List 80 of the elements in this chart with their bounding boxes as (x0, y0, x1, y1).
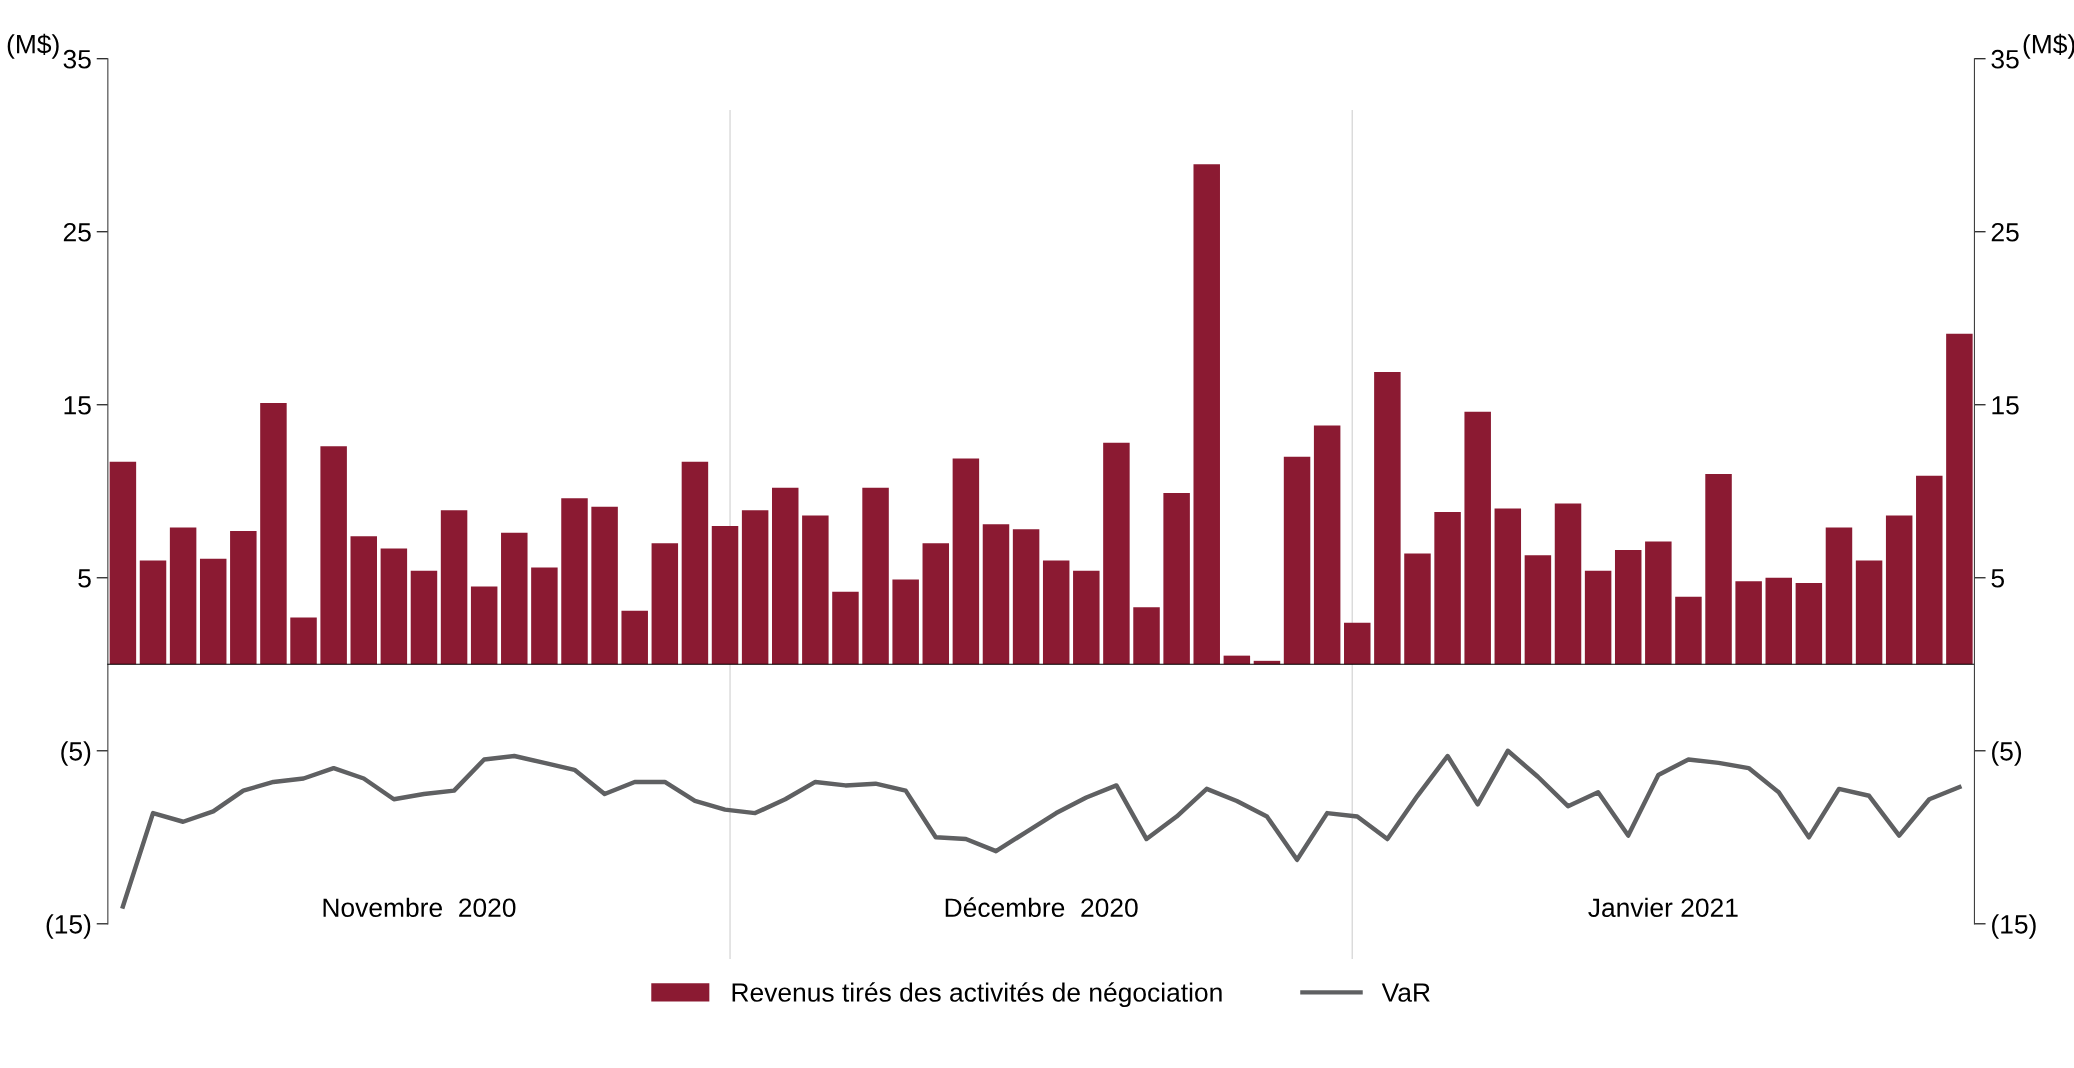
y2-tick-label: 25 (1991, 222, 2019, 242)
bar (651, 543, 679, 665)
bar (1404, 553, 1431, 665)
bar (561, 498, 588, 665)
bar (1795, 582, 1823, 665)
bar (1645, 541, 1672, 665)
bar (1193, 164, 1220, 665)
y-tick-label: 35 (63, 49, 91, 69)
y2-tick-label: 5 (1991, 569, 2004, 588)
bar (982, 524, 1010, 665)
bar (1825, 527, 1853, 665)
bar (621, 610, 648, 665)
bar (1464, 411, 1491, 665)
bar (1885, 515, 1913, 665)
bar (1283, 456, 1311, 665)
bar (1705, 473, 1732, 665)
y-axis-title: (M$) (7, 33, 59, 59)
bar (290, 617, 317, 665)
bar (1434, 512, 1461, 665)
bar (952, 458, 980, 665)
y2-tick-label: (5) (1992, 741, 2022, 766)
bar (711, 525, 739, 665)
bar (320, 446, 347, 665)
bar (169, 527, 197, 665)
bar (1133, 607, 1160, 665)
bar (862, 487, 889, 665)
bar (1554, 503, 1582, 665)
bar (892, 579, 919, 665)
bar (1946, 333, 1973, 665)
bar (1374, 371, 1401, 665)
y2-tick-label: 15 (1992, 396, 2019, 415)
y2-tick-label: 35 (1991, 49, 2019, 69)
bar (1042, 560, 1070, 665)
bar (1103, 442, 1130, 665)
bar (199, 558, 227, 665)
bar (440, 510, 468, 665)
bar (1584, 570, 1612, 665)
bar (410, 570, 438, 665)
bar (1073, 570, 1100, 665)
bar (1223, 655, 1251, 665)
y-tick-label: 5 (78, 569, 91, 588)
bar (1494, 508, 1522, 665)
bar (1855, 560, 1883, 665)
bar (501, 532, 528, 665)
bar (380, 548, 408, 665)
legend-label: Revenus tirés des activités de négociation (732, 982, 1222, 1008)
bar (139, 560, 167, 665)
bar (1916, 475, 1943, 665)
y-tick-label: 25 (63, 222, 91, 242)
bar (1765, 577, 1792, 665)
y-tick-label: (15) (46, 914, 91, 939)
y-tick-label: (5) (61, 741, 91, 766)
bar (109, 461, 137, 665)
bar (1735, 581, 1762, 665)
bar (922, 543, 950, 665)
y-tick-label: 15 (64, 396, 91, 415)
bar (1163, 493, 1190, 665)
bar (1344, 622, 1371, 665)
bar (260, 403, 287, 665)
bar (1524, 555, 1552, 665)
annotation: Janvier 2021 (1588, 897, 1738, 918)
bar (591, 506, 618, 665)
bar (531, 567, 558, 665)
bar (1614, 550, 1642, 665)
bar (350, 536, 377, 665)
bar (1012, 529, 1040, 665)
annotation: Décembre 2020 (945, 897, 1138, 918)
y2-tick-label: (15) (1992, 914, 2036, 939)
y2-axis-title: (M$) (2023, 33, 2074, 59)
bar (1675, 596, 1702, 665)
bar (681, 461, 709, 665)
bar (1313, 425, 1341, 665)
bar (741, 510, 769, 665)
bar (470, 586, 498, 665)
bar (802, 515, 829, 665)
bar (230, 531, 257, 665)
annotation: Novembre 2020 (323, 897, 516, 918)
bar (772, 487, 799, 665)
bar (832, 591, 859, 665)
legend-label: VaR (1381, 983, 1430, 1002)
